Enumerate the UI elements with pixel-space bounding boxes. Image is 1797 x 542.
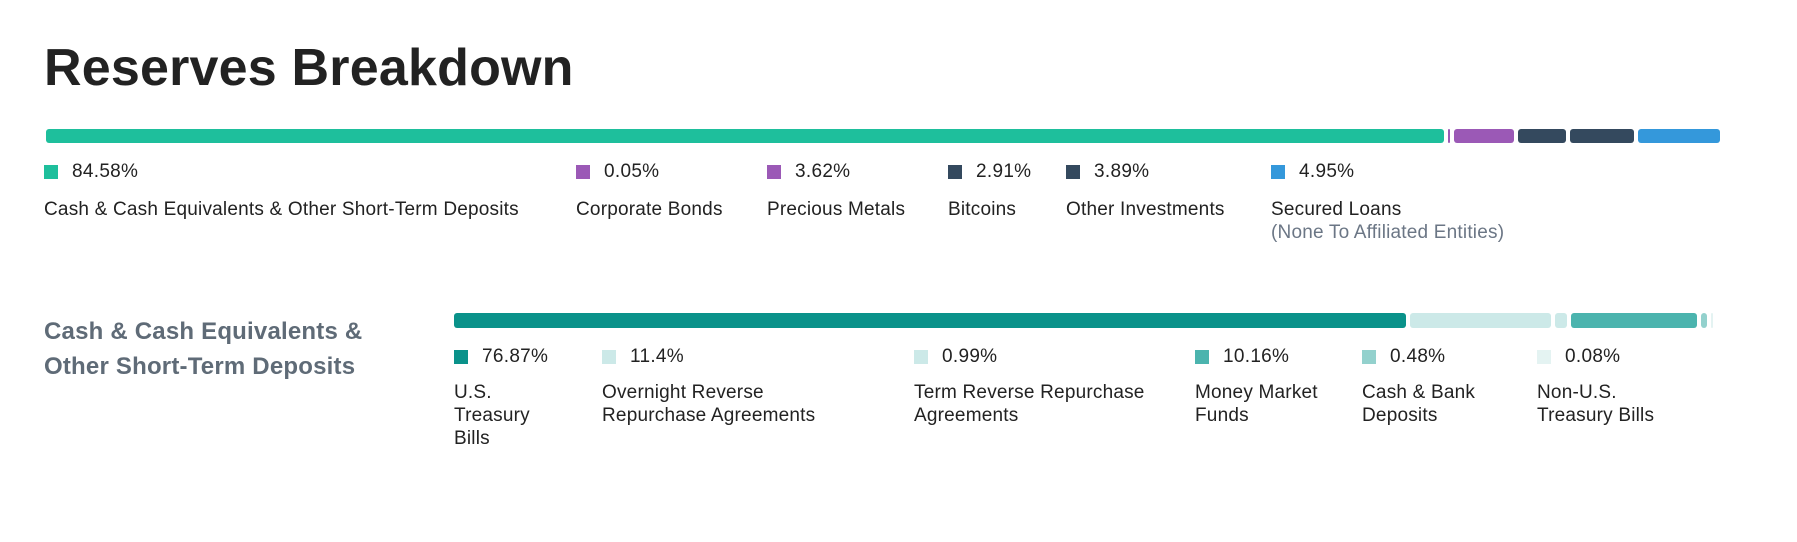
legend-value: 10.16%	[1223, 346, 1290, 367]
legend-label: Overnight Reverse Repurchase Agreements	[602, 381, 872, 427]
legend-swatch	[576, 165, 590, 179]
bar-segment	[1571, 313, 1698, 328]
legend-label-text: Cash & Bank Deposits	[1362, 382, 1476, 426]
legend-value: 4.95%	[1299, 161, 1355, 182]
cash-section-title: Cash & Cash Equivalents & Other Short-Te…	[44, 318, 363, 380]
legend-label: Term Reverse Repurchase Agreements	[914, 381, 1184, 427]
legend-label-text: Overnight Reverse Repurchase Agreements	[602, 382, 816, 426]
bar-segment	[46, 129, 1445, 143]
legend-label-text: Bitcoins	[948, 199, 1017, 220]
legend-swatch	[1362, 350, 1376, 364]
bar-segment	[1448, 129, 1451, 143]
legend-label-text: Term Reverse Repurchase Agreements	[914, 382, 1145, 426]
bar-segment	[1517, 129, 1567, 143]
legend-sublabel: (None To Affiliated Entities)	[1271, 222, 1505, 243]
legend-label-text: Corporate Bonds	[576, 199, 723, 220]
legend-swatch	[948, 165, 962, 179]
legend-label: Cash & Cash Equivalents & Other Short-Te…	[44, 198, 604, 221]
bar-segment	[1570, 129, 1635, 143]
legend-swatch	[1271, 165, 1285, 179]
cash-stacked-bar	[454, 313, 1713, 328]
legend-swatch	[602, 350, 616, 364]
legend-swatch	[1537, 350, 1551, 364]
bar-segment	[454, 313, 1406, 328]
legend-value: 0.05%	[604, 161, 660, 182]
legend-label: Cash & Bank Deposits	[1362, 381, 1522, 427]
legend-value: 11.4%	[630, 346, 684, 367]
bar-segment	[1409, 313, 1551, 328]
legend-label-text: Other Investments	[1066, 199, 1225, 220]
legend-label-text: U.S. Treasury Bills	[454, 382, 530, 449]
legend-label: Non-U.S. Treasury Bills	[1537, 381, 1687, 427]
legend-value: 0.48%	[1390, 346, 1446, 367]
legend-swatch	[914, 350, 928, 364]
legend-value: 0.08%	[1565, 346, 1621, 367]
bar-segment	[1554, 313, 1568, 328]
legend-label-text: Cash & Cash Equivalents & Other Short-Te…	[44, 199, 519, 220]
bar-segment	[1454, 129, 1514, 143]
legend-label-text: Precious Metals	[767, 199, 906, 220]
legend-label-text: Money Market Funds	[1195, 382, 1318, 426]
legend-label: Corporate Bonds	[576, 198, 756, 221]
legend-value: 0.99%	[942, 346, 998, 367]
legend-label-text: Non-U.S. Treasury Bills	[1537, 382, 1655, 426]
legend-label: Bitcoins	[948, 198, 1058, 221]
page-title: Reserves Breakdown	[44, 39, 574, 97]
legend-swatch	[454, 350, 468, 364]
legend-label: Precious Metals	[767, 198, 937, 221]
legend-value: 76.87%	[482, 346, 549, 367]
bar-segment	[1710, 313, 1713, 328]
legend-label: U.S. Treasury Bills	[454, 381, 554, 450]
legend-value: 84.58%	[72, 161, 139, 182]
bar-segment	[1638, 129, 1721, 143]
legend-value: 3.62%	[795, 161, 851, 182]
legend-label: Money Market Funds	[1195, 381, 1355, 427]
legend-value: 3.89%	[1094, 161, 1150, 182]
legend-swatch	[1195, 350, 1209, 364]
legend-label-text: Secured Loans	[1271, 199, 1402, 220]
bar-segment	[1701, 313, 1707, 328]
legend-swatch	[44, 165, 58, 179]
legend-label: Other Investments	[1066, 198, 1266, 221]
legend-value: 2.91%	[976, 161, 1032, 182]
legend-swatch	[767, 165, 781, 179]
reserves-stacked-bar	[46, 129, 1721, 143]
legend-label: Secured Loans (None To Affiliated Entitie…	[1271, 198, 1561, 244]
legend-swatch	[1066, 165, 1080, 179]
